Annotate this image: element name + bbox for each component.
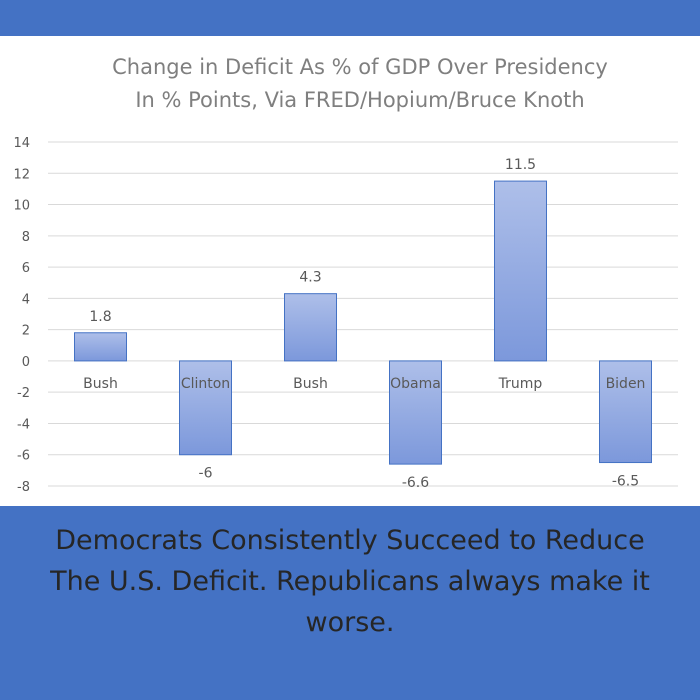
labels: Bush 1.8 Clinton -6 Bush 4.3 Obama -6.6 Trump 11.… xyxy=(83,157,645,491)
bars xyxy=(74,180,652,465)
top-banner xyxy=(0,0,700,36)
x-category-label: Obama xyxy=(390,376,441,392)
y-tick-label: 8 xyxy=(22,230,30,245)
data-label: 11.5 xyxy=(505,157,536,173)
caption-line-2: The U.S. Deficit. Republicans always mak… xyxy=(50,566,650,597)
bar-biden-5 xyxy=(599,360,652,464)
y-tick-label: 14 xyxy=(13,136,30,151)
x-category-label: Clinton xyxy=(181,376,230,392)
bar-bush-0 xyxy=(74,332,127,362)
bar-bush-2 xyxy=(284,293,337,362)
bar-obama-3 xyxy=(389,360,442,465)
data-label: -6.5 xyxy=(612,474,639,490)
y-tick-label: -4 xyxy=(17,417,30,432)
bar-clinton-1 xyxy=(179,360,232,456)
y-axis-ticks: 14 12 10 8 6 4 2 0 -2 -4 -6 -8 xyxy=(13,136,30,495)
y-tick-label: -6 xyxy=(17,449,30,464)
y-tick-label: -8 xyxy=(17,480,30,495)
x-category-label: Trump xyxy=(498,376,543,392)
data-label: 4.3 xyxy=(299,270,321,286)
y-tick-label: 0 xyxy=(22,355,30,370)
data-label: -6 xyxy=(199,466,213,482)
bar-trump-4 xyxy=(494,180,547,362)
x-category-label: Biden xyxy=(606,376,646,392)
y-tick-label: 12 xyxy=(13,167,30,182)
caption-line-1: Democrats Consistently Succeed to Reduce xyxy=(55,525,645,556)
y-tick-label: 6 xyxy=(22,261,30,276)
chart-title-line-1: Change in Deficit As % of GDP Over Presi… xyxy=(112,55,608,79)
x-category-label: Bush xyxy=(293,376,328,392)
y-tick-label: 2 xyxy=(22,324,30,339)
data-label: 1.8 xyxy=(89,309,111,325)
gridlines xyxy=(48,141,678,487)
x-category-label: Bush xyxy=(83,376,118,392)
y-tick-label: 4 xyxy=(22,292,30,307)
y-tick-label: 10 xyxy=(13,199,30,214)
caption: Democrats Consistently Succeed to Reduce… xyxy=(0,520,700,643)
chart-panel: Change in Deficit As % of GDP Over Presi… xyxy=(0,36,700,506)
caption-line-3: worse. xyxy=(305,607,395,638)
data-label: -6.6 xyxy=(402,475,429,491)
y-tick-label: -2 xyxy=(17,386,30,401)
chart-title-line-2: In % Points, Via FRED/Hopium/Bruce Knoth xyxy=(135,88,584,112)
bar-chart: Change in Deficit As % of GDP Over Presi… xyxy=(13,55,678,495)
